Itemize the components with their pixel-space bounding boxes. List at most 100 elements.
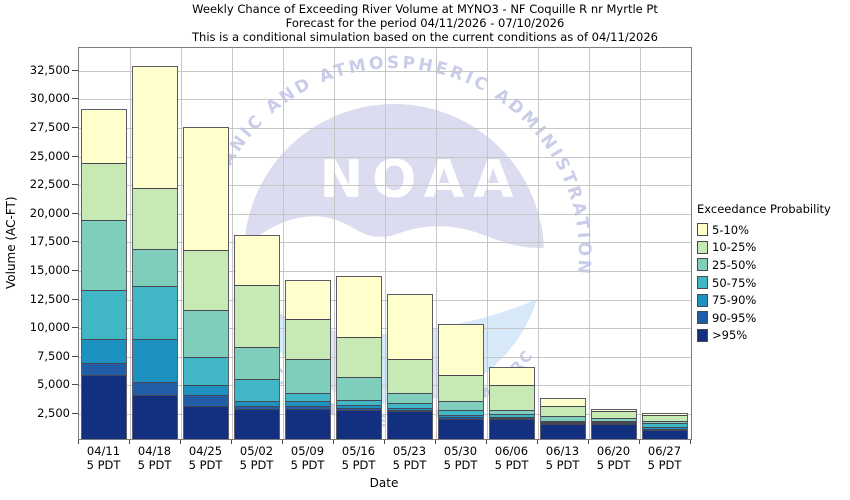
legend-label: 75-90% [712,293,757,308]
x-tick-label-time: 5 PDT [188,457,223,472]
x-tick-label-date: 06/27 [647,444,682,458]
x-tick-label-time: 5 PDT [596,457,631,472]
y-tick-label: 2,500 [37,405,70,420]
x-tick-label: 05/09 5 PDT [282,444,334,472]
bar-04/18 [132,66,178,439]
bar-segment-10-25% [133,188,177,250]
x-tick [78,440,79,444]
gridline-vertical [538,48,539,439]
bar-segment-5-10% [82,109,126,164]
y-tick [72,269,78,271]
bar-segment-25-50% [541,415,585,421]
x-tick-label-date: 05/16 [341,444,376,458]
legend-entry: 90-95% [697,309,831,327]
bar-segment-5-10% [133,67,177,189]
bar-segment-25-50% [235,347,279,380]
bar-segment-50-75% [541,420,585,423]
legend-swatch [697,311,708,325]
x-tick [537,440,538,444]
x-tick-label-date: 04/18 [137,444,172,458]
bar-segment-10-25% [592,411,636,418]
bar-segment-50-75% [184,356,228,386]
x-tick-label-time: 5 PDT [647,457,682,472]
bar-segment-75-90% [439,414,483,418]
legend-swatch [697,328,708,342]
y-tick [72,98,78,100]
bar-segment-10-25% [439,374,483,402]
y-tick-label: 20,000 [29,205,70,220]
bar-segment->95% [439,418,483,439]
gridline-vertical [640,48,641,439]
x-tick [486,440,487,444]
legend-label: 50-75% [712,275,757,290]
x-tick-label: 05/23 5 PDT [384,444,436,472]
bar-segment-5-10% [643,413,687,415]
bar-segment->95% [592,424,636,439]
bar-segment-50-75% [643,423,687,427]
y-tick [72,355,78,357]
chart-title-block: Weekly Chance of Exceeding River Volume … [0,2,850,44]
bar-06/13 [540,397,586,439]
legend-entry: 75-90% [697,291,831,309]
watermark-noaa-text: NOAA [320,150,523,210]
gridline-vertical [130,48,131,439]
y-tick [72,412,78,414]
y-tick [72,184,78,186]
bar-segment-5-10% [541,398,585,407]
y-tick [72,241,78,243]
bar-segment-25-50% [286,358,330,394]
legend-entry: 5-10% [697,221,831,239]
x-tick [333,440,334,444]
bar-segment-50-75% [490,413,534,418]
bar-04/11 [81,108,127,439]
legend-entry: 50-75% [697,274,831,292]
bar-segment->95% [388,411,432,439]
bar-segment->95% [82,374,126,439]
chart-title-line2: Forecast for the period 04/11/2026 - 07/… [285,15,565,30]
bar-segment-90-95% [541,423,585,425]
y-tick [72,327,78,329]
gridline-vertical [589,48,590,439]
bar-segment-25-50% [133,249,177,286]
bar-segment-25-50% [490,410,534,414]
bar-segment-50-75% [133,285,177,340]
bar-segment-25-50% [643,420,687,424]
bar-segment->95% [337,410,381,439]
bar-segment-75-90% [235,401,279,406]
gridline-vertical [181,48,182,439]
bar-segment->95% [286,409,330,439]
legend-entries: 5-10% 10-25% 25-50% 50-75% 75-90% 90-95% >95% [697,221,831,344]
y-tick-label: 7,500 [37,348,70,363]
x-tick [129,440,130,444]
x-tick-label: 06/27 5 PDT [639,444,691,472]
bar-segment->95% [133,395,177,439]
bar-segment-5-10% [337,276,381,338]
x-tick [231,440,232,444]
bar-segment->95% [541,424,585,439]
chart-title-line3: This is a conditional simulation based o… [192,29,658,44]
y-tick [72,69,78,71]
legend-swatch [697,293,708,307]
gridline-vertical [487,48,488,439]
bar-segment->95% [184,405,228,439]
x-tick-label-time: 5 PDT [494,457,529,472]
y-tick-label: 5,000 [37,377,70,392]
bar-segment-25-50% [337,377,381,400]
x-tick-label: 06/13 5 PDT [537,444,589,472]
bar-segment-50-75% [286,393,330,402]
bar-segment-10-25% [235,284,279,348]
bar-04/25 [183,126,229,439]
bar-segment-5-10% [592,410,636,412]
x-tick-label-time: 5 PDT [239,457,274,472]
bar-segment-50-75% [235,379,279,402]
x-tick [384,440,385,444]
bar-segment-90-95% [388,410,432,412]
x-tick-label: 04/11 5 PDT [78,444,130,472]
x-tick-label-date: 05/09 [290,444,325,458]
legend-swatch [697,223,708,237]
chart-title-line1: Weekly Chance of Exceeding River Volume … [192,2,658,16]
bar-segment-25-50% [388,393,432,404]
y-tick [72,155,78,157]
x-tick-label: 06/06 5 PDT [486,444,538,472]
legend-title: Exceedance Probability [697,202,831,216]
